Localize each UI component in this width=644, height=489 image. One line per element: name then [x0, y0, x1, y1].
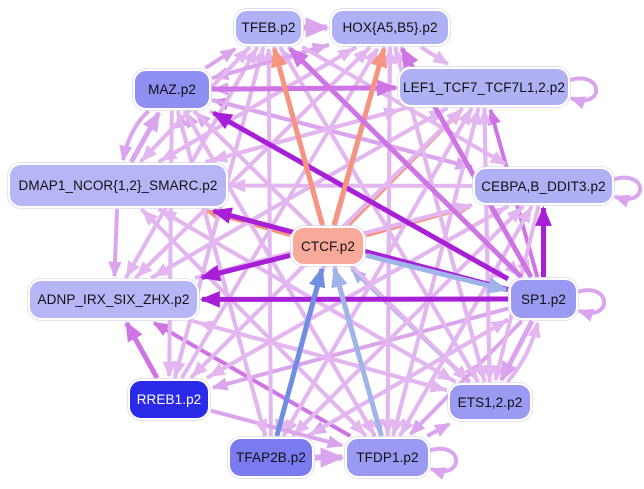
node-label: TFDP1.p2 [356, 450, 419, 465]
node-label: TFAP2B.p2 [236, 450, 306, 465]
node-ets1[interactable]: ETS1,2.p2 [448, 383, 532, 421]
edge-ctcf-to-tfeb [270, 46, 325, 226]
node-label: CEBPA,B_DDIT3.p2 [481, 178, 606, 194]
self-loop-sp1 [575, 288, 607, 322]
edges [108, 17, 552, 468]
node-label: TFEB.p2 [241, 20, 296, 35]
node-label: SP1.p2 [521, 291, 566, 307]
node-label: MAZ.p2 [148, 82, 196, 97]
edge-ctcf-to-sp1 [365, 252, 509, 294]
edge-dmap1-to-adnp [108, 208, 122, 278]
edge-tfdp1-to-ets1 [426, 422, 451, 438]
node-tfdp1[interactable]: TFDP1.p2 [345, 437, 430, 478]
node-label: DMAP1_NCOR{1,2}_SMARC.p2 [18, 178, 218, 193]
node-ctcf[interactable]: CTCF.p2 [291, 226, 365, 266]
edge-tfap2b-to-ctcf [274, 266, 326, 437]
self-loop-tfdp1 [427, 446, 459, 480]
self-loop-cebpa [611, 175, 643, 208]
node-sp1[interactable]: SP1.p2 [509, 278, 578, 320]
node-label: LEF1_TCF7_TCF7L1,2.p2 [403, 79, 565, 95]
edge-sp1-to-rreb1 [211, 306, 509, 391]
edge-tfeb-to-cebpa [301, 45, 507, 166]
node-rreb1[interactable]: RREB1.p2 [128, 379, 210, 420]
edge-rreb1-to-adnp [124, 321, 160, 380]
node-maz[interactable]: MAZ.p2 [133, 69, 211, 110]
edge-maz-to-lef1 [211, 79, 398, 97]
edge-maz-to-tfeb [204, 47, 237, 70]
node-label: HOX{A5,B5}.p2 [342, 20, 438, 35]
edge-dmap1-to-tfdp1 [139, 207, 366, 436]
node-tfeb[interactable]: TFEB.p2 [234, 9, 303, 46]
edge-maz-to-cebpa [211, 97, 472, 170]
node-lef1[interactable]: LEF1_TCF7_TCF7L1,2.p2 [398, 67, 570, 107]
node-label: CTCF.p2 [301, 238, 355, 254]
node-tfap2b[interactable]: TFAP2B.p2 [228, 437, 314, 478]
edge-sp1-to-tfeb [288, 47, 523, 279]
edge-sp1-to-maz [211, 110, 510, 282]
edge-ctcf-to-adnp [199, 253, 291, 282]
node-label: ADNP_IRX_SIX_ZHX.p2 [37, 292, 190, 307]
edge-sp1-to-ets1 [499, 319, 535, 382]
edge-tfdp1-to-hox [383, 47, 397, 437]
node-adnp[interactable]: ADNP_IRX_SIX_ZHX.p2 [28, 279, 199, 320]
edge-adnp-to-lef1 [149, 108, 446, 280]
edge-tfap2b-to-tfeb [261, 47, 276, 437]
edge-maz-to-rreb1 [162, 110, 177, 378]
self-loop-lef1 [567, 76, 599, 110]
edge-dmap1-to-maz [129, 111, 161, 164]
edge-dmap1-to-ets1 [157, 207, 454, 382]
edge-dmap1-to-hox [157, 47, 355, 164]
edge-cebpa-to-rreb1 [208, 204, 510, 378]
edge-ctcf-to-hox [331, 46, 388, 226]
node-label: ETS1,2.p2 [457, 394, 523, 410]
edge-tfdp1-to-cebpa [398, 206, 533, 437]
node-dmap1[interactable]: DMAP1_NCOR{1,2}_SMARC.p2 [8, 163, 228, 208]
node-cebpa[interactable]: CEBPA,B_DDIT3.p2 [473, 167, 614, 205]
edge-adnp-to-ets1 [191, 319, 447, 393]
self-loops [427, 76, 643, 480]
edge-tfdp1-to-adnp [152, 321, 352, 438]
node-hox[interactable]: HOX{A5,B5}.p2 [330, 9, 450, 46]
node-label: RREB1.p2 [136, 392, 202, 407]
edge-sp1-to-tfdp1 [409, 319, 524, 436]
edge-tfdp1-to-ctcf [331, 266, 384, 437]
edge-hox-to-lef1 [419, 45, 450, 66]
